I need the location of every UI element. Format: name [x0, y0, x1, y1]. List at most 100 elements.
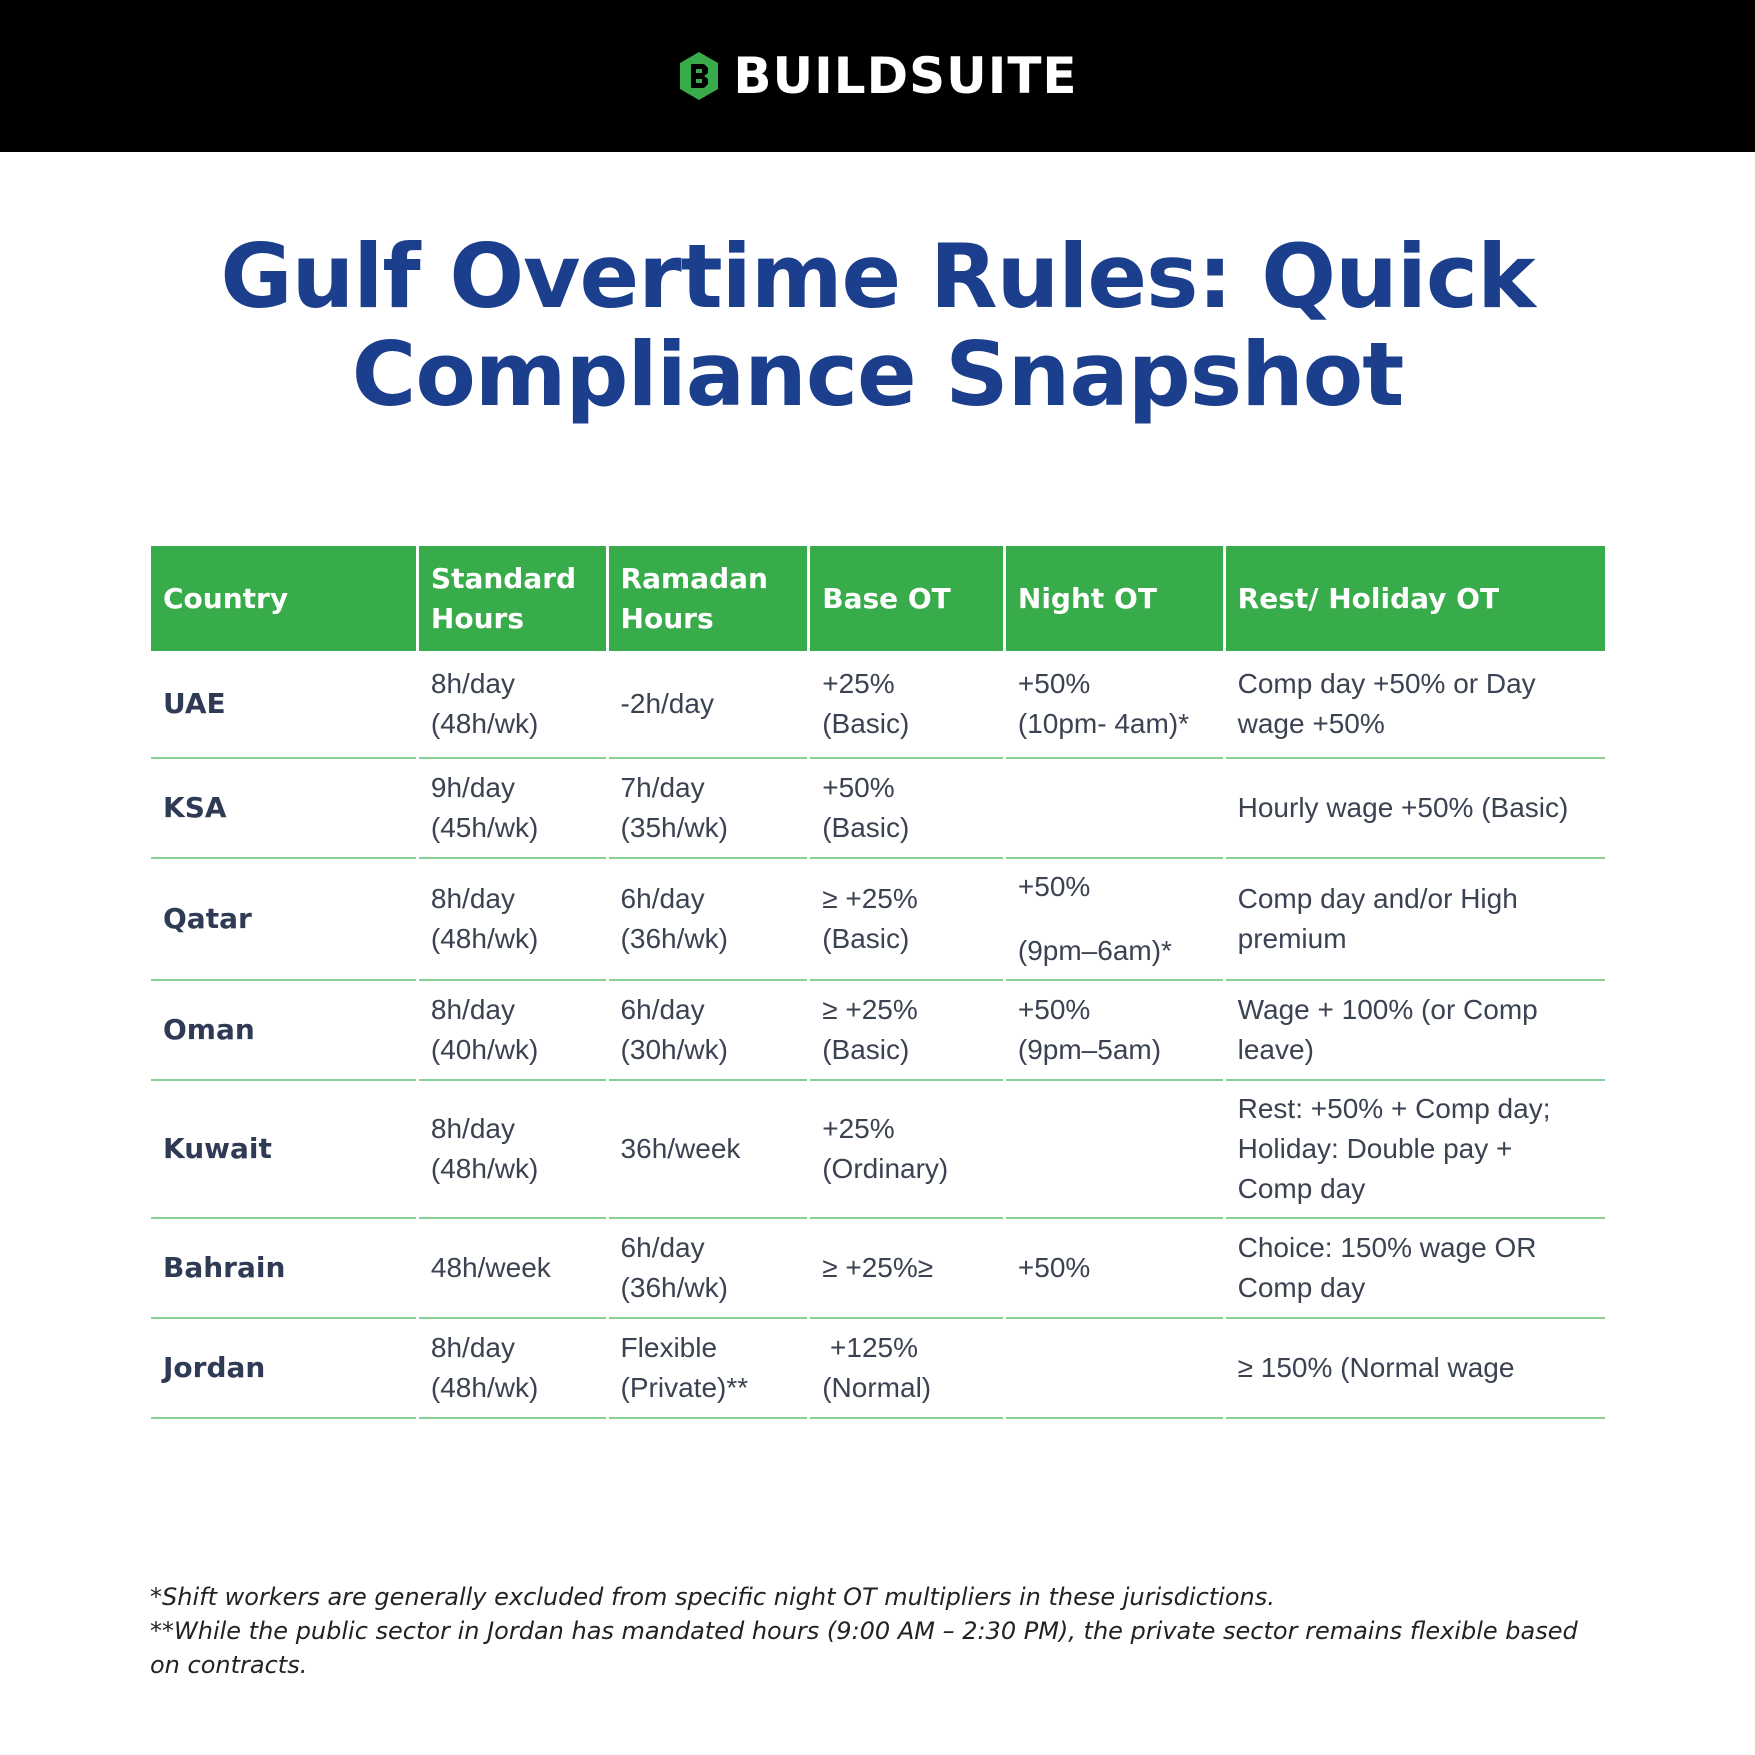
- footnote-1: *Shift workers are generally excluded fr…: [150, 1583, 1275, 1611]
- base-cell: ≥ +25%≥: [810, 1219, 1003, 1319]
- cell-line: Wage + 100% (or Comp: [1237, 994, 1538, 1025]
- buildsuite-logo-icon: [680, 52, 719, 100]
- footnote-2: **While the public sector in Jordan has …: [150, 1617, 1578, 1679]
- cell-line: 8h/day: [430, 883, 515, 914]
- country-cell: Jordan: [151, 1319, 416, 1419]
- standard-cell: 8h/day (40h/wk): [418, 981, 606, 1081]
- night-cell: +50% (9pm–6am)*: [1005, 859, 1223, 981]
- cell-line: (9pm–5am): [1017, 1034, 1162, 1065]
- cell-line: 9h/day: [430, 772, 515, 803]
- cell-line: (10pm- 4am)*: [1017, 708, 1190, 739]
- cell-line: leave): [1237, 1034, 1314, 1065]
- cell-line: (Normal): [822, 1372, 932, 1403]
- cell-line: +125%: [822, 1332, 918, 1363]
- table-row: Kuwait 8h/day (48h/wk) 36h/week +25% (Ordinar…: [151, 1081, 1605, 1219]
- cell-line: (36h/wk): [620, 1272, 728, 1303]
- cell-line: (Basic): [822, 1034, 910, 1065]
- cell-line: (48h/wk): [430, 923, 539, 954]
- base-cell: +50% (Basic): [810, 759, 1003, 859]
- cell-line: ≥ +25%≥: [822, 1252, 934, 1283]
- country-cell: Kuwait: [151, 1081, 416, 1219]
- rest-cell: Comp day +50% or Day wage +50%: [1225, 651, 1605, 759]
- ramadan-cell: Flexible (Private)**: [608, 1319, 808, 1419]
- column-header: Rest/ Holiday OT: [1225, 546, 1605, 651]
- base-cell: +125% (Normal): [810, 1319, 1003, 1419]
- cell-line: Flexible: [620, 1332, 718, 1363]
- cell-line: 8h/day: [430, 994, 515, 1025]
- column-header: Night OT: [1005, 546, 1223, 651]
- cell-line: Rest: +50% + Comp day;: [1237, 1093, 1551, 1124]
- base-cell: ≥ +25% (Basic): [810, 859, 1003, 981]
- cell-line: Comp day: [1237, 1173, 1366, 1204]
- cell-line: (48h/wk): [430, 1372, 539, 1403]
- rest-cell: Comp day and/or High premium: [1225, 859, 1605, 981]
- brand-name: BUILDSUITE: [733, 47, 1078, 105]
- cell-line: +25%: [822, 668, 895, 699]
- cell-line: -2h/day: [620, 688, 714, 719]
- table-row: Bahrain 48h/week 6h/day (36h/wk) ≥ +25%≥ +50%…: [151, 1219, 1605, 1319]
- cell-line: (40h/wk): [430, 1034, 539, 1065]
- base-cell: ≥ +25% (Basic): [810, 981, 1003, 1081]
- column-header: Standard Hours: [418, 546, 606, 651]
- base-cell: +25% (Ordinary): [810, 1081, 1003, 1219]
- country-cell: Oman: [151, 981, 416, 1081]
- night-cell: +50% (9pm–5am): [1005, 981, 1223, 1081]
- cell-line: Comp day +50% or Day: [1237, 668, 1536, 699]
- column-header: Base OT: [810, 546, 1003, 651]
- night-cell: [1005, 759, 1223, 859]
- table-row: Jordan 8h/day (48h/wk) Flexible (Private)** …: [151, 1319, 1605, 1419]
- rest-cell: Choice: 150% wage OR Comp day: [1225, 1219, 1605, 1319]
- cell-line: (36h/wk): [620, 923, 728, 954]
- cell-line: 8h/day: [430, 1113, 515, 1144]
- ramadan-cell: 7h/day (35h/wk): [608, 759, 808, 859]
- cell-line: 6h/day: [620, 883, 705, 914]
- cell-line: +50%: [822, 772, 895, 803]
- standard-cell: 8h/day (48h/wk): [418, 1319, 606, 1419]
- night-cell: [1005, 1319, 1223, 1419]
- table-row: Qatar 8h/day (48h/wk) 6h/day (36h/wk) ≥ +25% (…: [151, 859, 1605, 981]
- column-header: Country: [151, 546, 416, 651]
- cell-line: 36h/week: [620, 1133, 741, 1164]
- cell-line: wage +50%: [1237, 708, 1385, 739]
- cell-line: (48h/wk): [430, 708, 539, 739]
- country-cell: KSA: [151, 759, 416, 859]
- cell-line: (48h/wk): [430, 1153, 539, 1184]
- standard-cell: 48h/week: [418, 1219, 606, 1319]
- country-cell: UAE: [151, 651, 416, 759]
- cell-line: +25%: [822, 1113, 895, 1144]
- cell-line: ≥ 150% (Normal wage: [1237, 1352, 1515, 1383]
- night-cell: +50% (10pm- 4am)*: [1005, 651, 1223, 759]
- cell-line: +50%: [1017, 871, 1091, 902]
- cell-line: (35h/wk): [620, 812, 728, 843]
- title-line-2: Compliance Snapshot: [351, 323, 1405, 426]
- cell-line: (Private)**: [620, 1372, 749, 1403]
- rest-cell: Rest: +50% + Comp day; Holiday: Double pa…: [1225, 1081, 1605, 1219]
- standard-cell: 9h/day (45h/wk): [418, 759, 606, 859]
- night-cell: [1005, 1081, 1223, 1219]
- cell-line: 48h/week: [430, 1252, 551, 1283]
- page-title: Gulf Overtime Rules: Quick Compliance Sn…: [0, 228, 1755, 424]
- cell-line: Hourly wage +50% (Basic): [1237, 792, 1569, 823]
- cell-line: (Basic): [822, 708, 910, 739]
- cell-line: premium: [1237, 923, 1347, 954]
- cell-line: 8h/day: [430, 1332, 515, 1363]
- ramadan-cell: 6h/day (36h/wk): [608, 859, 808, 981]
- rest-cell: ≥ 150% (Normal wage: [1225, 1319, 1605, 1419]
- table-row: UAE 8h/day (48h/wk) -2h/day +25% (Basic) +50% (…: [151, 651, 1605, 759]
- column-header: Ramadan Hours: [608, 546, 808, 651]
- ramadan-cell: 6h/day (36h/wk): [608, 1219, 808, 1319]
- brand-header: BUILDSUITE: [0, 0, 1755, 152]
- ramadan-cell: 6h/day (30h/wk): [608, 981, 808, 1081]
- rest-cell: Hourly wage +50% (Basic): [1225, 759, 1605, 859]
- cell-line: Comp day: [1237, 1272, 1366, 1303]
- title-line-1: Gulf Overtime Rules: Quick: [220, 225, 1535, 328]
- country-cell: Bahrain: [151, 1219, 416, 1319]
- cell-line: 8h/day: [430, 668, 515, 699]
- ramadan-cell: 36h/week: [608, 1081, 808, 1219]
- rest-cell: Wage + 100% (or Comp leave): [1225, 981, 1605, 1081]
- cell-line: (Ordinary): [822, 1153, 949, 1184]
- cell-line: 7h/day: [620, 772, 705, 803]
- cell-line: 6h/day: [620, 1232, 705, 1263]
- cell-line: ≥ +25%: [822, 994, 918, 1025]
- standard-cell: 8h/day (48h/wk): [418, 1081, 606, 1219]
